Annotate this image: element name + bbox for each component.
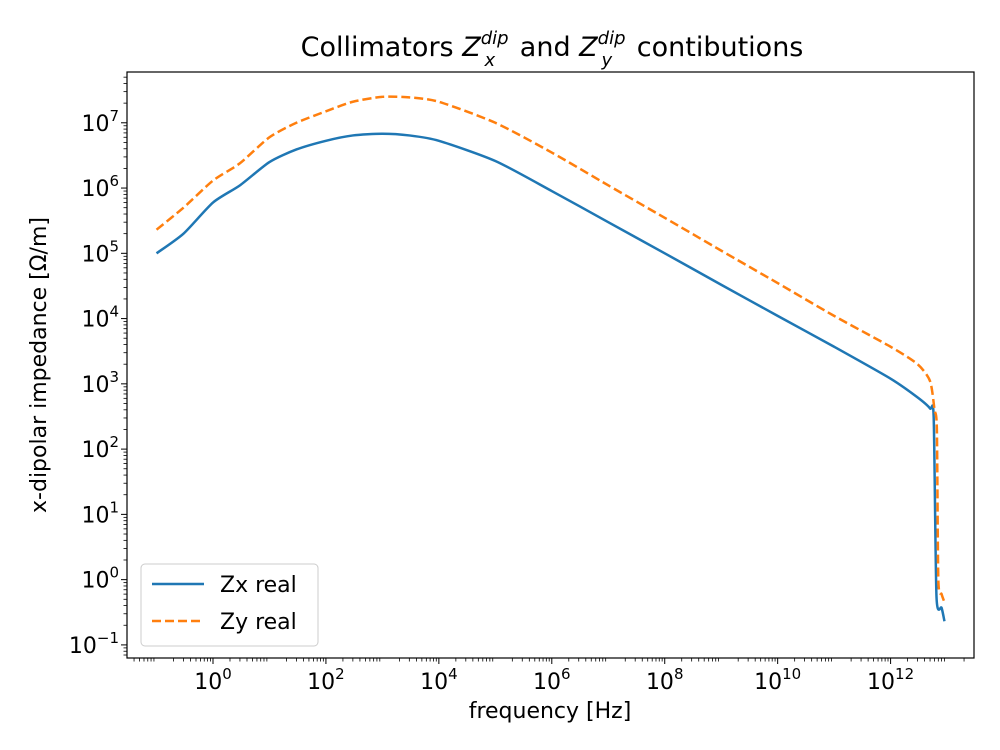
legend-label-zx: Zx real — [220, 573, 297, 598]
y-tick-label: 107 — [81, 107, 119, 137]
x-tick-label: 104 — [420, 665, 458, 695]
title-z2: Z — [578, 32, 598, 63]
y-axis-ticks: 10−1 100 101 102 103 104 105 106 107 — [69, 76, 127, 659]
x-axis-ticks: 100 102 104 106 108 1010 1012 — [133, 658, 965, 695]
title-z1-sub: x — [484, 50, 496, 71]
x-axis-label: frequency [Hz] — [469, 699, 632, 724]
x-tick-label: 106 — [533, 665, 571, 695]
title-middle: and — [511, 32, 579, 63]
legend: Zx real Zy real — [140, 563, 319, 647]
title-z1-sup: dip — [481, 28, 509, 49]
y-tick-label: 102 — [81, 433, 119, 463]
y-tick-label: 101 — [81, 498, 119, 528]
title-z2-sup: dip — [598, 28, 626, 49]
series-layer — [155, 95, 946, 622]
chart-title: Collimators Zdip x and Zdip y contibutions — [301, 28, 804, 71]
y-axis-label: x-dipolar impedance [Ω/m] — [27, 217, 52, 513]
x-tick-label: 1010 — [754, 665, 801, 695]
legend-label-zy: Zy real — [220, 610, 297, 635]
title-prefix: Collimators — [301, 32, 463, 63]
x-tick-label: 1012 — [867, 665, 914, 695]
title-suffix: contibutions — [628, 32, 803, 63]
title-z1: Z — [461, 32, 481, 63]
x-tick-label: 108 — [646, 665, 684, 695]
plot-frame — [126, 71, 975, 659]
y-tick-label: 106 — [81, 172, 119, 202]
series-line-zx — [155, 132, 946, 622]
series-line-zy — [155, 95, 946, 603]
y-tick-label: 105 — [81, 237, 119, 267]
y-tick-label: 104 — [81, 303, 119, 333]
x-tick-label: 102 — [307, 665, 345, 695]
y-tick-label: 100 — [81, 564, 119, 594]
title-z2-sub: y — [601, 50, 613, 71]
y-tick-label: 103 — [81, 368, 119, 398]
y-tick-label: 10−1 — [69, 629, 119, 659]
x-tick-label: 100 — [194, 665, 232, 695]
